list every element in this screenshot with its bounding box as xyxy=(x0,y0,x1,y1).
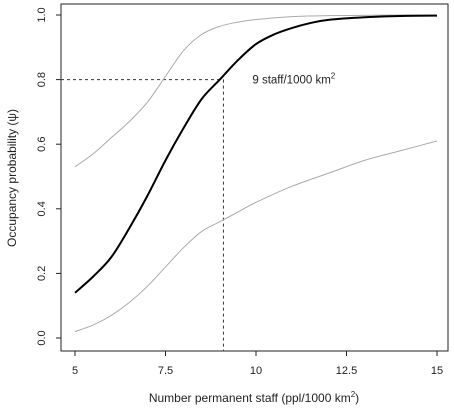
x-tick-label: 7.5 xyxy=(158,365,173,377)
x-axis-title: Number permanent staff (ppl/1000 km2) xyxy=(149,390,359,405)
x-axis-title-suffix: ) xyxy=(355,391,359,405)
y-tick-label: 0.2 xyxy=(36,266,48,281)
x-tick-label: 12.5 xyxy=(336,365,357,377)
ticks-layer: 5 7.5 10 12.5 15 0.0 0.2 0.4 0.6 0.8 1.0 xyxy=(36,7,443,377)
x-axis-title-superscript: 2 xyxy=(351,390,356,399)
x-tick-label: 10 xyxy=(250,365,262,377)
annotation-label: 9 staff/1000 km2 xyxy=(252,72,335,87)
y-tick-label: 0.0 xyxy=(36,330,48,345)
series-line-estimate xyxy=(74,14,438,294)
y-tick-label: 1.0 xyxy=(36,7,48,22)
series-layer xyxy=(74,14,438,333)
x-axis-title-main: Number permanent staff (ppl/1000 km xyxy=(149,391,351,405)
series-line-lower-ci xyxy=(74,140,438,333)
plot-frame xyxy=(60,3,449,352)
series-line-upper-ci xyxy=(74,14,438,168)
x-tick-label: 5 xyxy=(72,365,78,377)
annotation-superscript: 2 xyxy=(331,72,336,81)
y-axis-title: Occupancy probability (ψ) xyxy=(5,109,19,247)
y-tick-label: 0.4 xyxy=(36,201,48,216)
y-tick-label: 0.8 xyxy=(36,72,48,87)
y-tick-label: 0.6 xyxy=(36,137,48,152)
x-tick-label: 15 xyxy=(431,365,443,377)
annotation-text: 9 staff/1000 km xyxy=(252,75,330,87)
reference-lines xyxy=(61,79,224,351)
